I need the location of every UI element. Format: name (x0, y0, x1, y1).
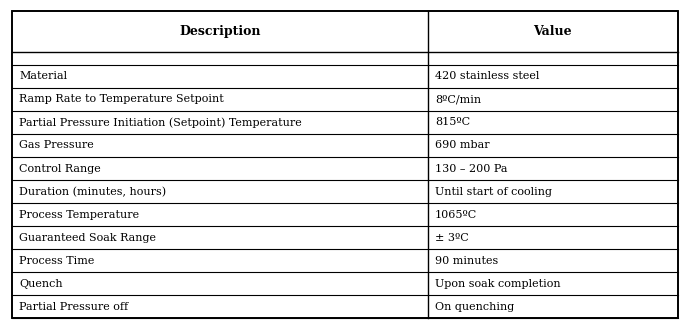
Text: ± 3ºC: ± 3ºC (435, 233, 469, 243)
Text: Value: Value (533, 25, 572, 38)
Text: Until start of cooling: Until start of cooling (435, 187, 552, 197)
Text: Control Range: Control Range (19, 164, 101, 173)
Text: Quench: Quench (19, 279, 63, 289)
Text: 815ºC: 815ºC (435, 117, 470, 127)
Text: Description: Description (179, 25, 261, 38)
Text: 8ºC/min: 8ºC/min (435, 94, 481, 104)
Text: 1065ºC: 1065ºC (435, 210, 477, 220)
Text: Ramp Rate to Temperature Setpoint: Ramp Rate to Temperature Setpoint (19, 94, 224, 104)
Text: Guaranteed Soak Range: Guaranteed Soak Range (19, 233, 157, 243)
Text: On quenching: On quenching (435, 302, 514, 312)
Text: Upon soak completion: Upon soak completion (435, 279, 561, 289)
Text: Process Time: Process Time (19, 256, 95, 266)
Text: 90 minutes: 90 minutes (435, 256, 498, 266)
Text: Partial Pressure off: Partial Pressure off (19, 302, 128, 312)
Text: Process Temperature: Process Temperature (19, 210, 139, 220)
Text: Partial Pressure Initiation (Setpoint) Temperature: Partial Pressure Initiation (Setpoint) T… (19, 117, 302, 128)
Text: Material: Material (19, 71, 68, 81)
Text: 130 – 200 Pa: 130 – 200 Pa (435, 164, 508, 173)
Text: 690 mbar: 690 mbar (435, 140, 490, 150)
Text: Gas Pressure: Gas Pressure (19, 140, 94, 150)
Text: 420 stainless steel: 420 stainless steel (435, 71, 540, 81)
Text: Duration (minutes, hours): Duration (minutes, hours) (19, 187, 166, 197)
